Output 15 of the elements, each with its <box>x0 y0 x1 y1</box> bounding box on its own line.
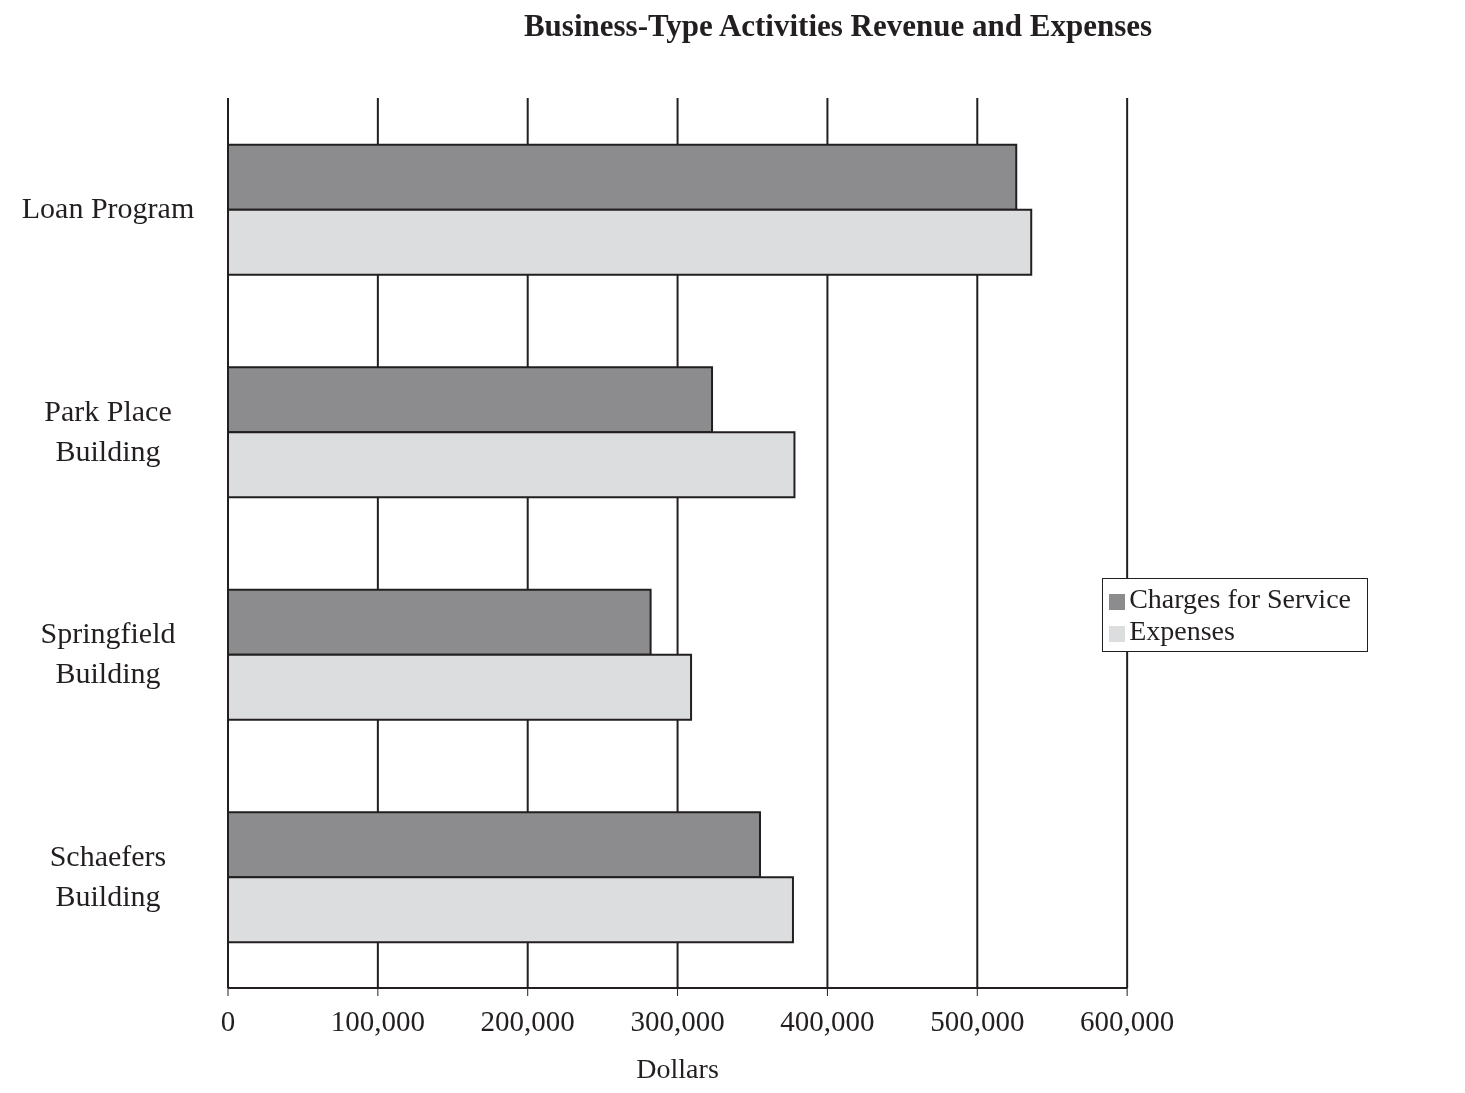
chart-title: Business-Type Activities Revenue and Expenses <box>522 8 1154 45</box>
y-tick-label: Schaefers Building <box>49 838 167 912</box>
x-tick-label: 200,000 <box>480 1004 575 1037</box>
y-tick-label: Loan Program <box>21 191 195 225</box>
x-tick-label: 300,000 <box>630 1004 725 1037</box>
y-tick-label: Park Place Building <box>44 393 172 467</box>
y-tick-label: Springfield Building <box>40 616 176 690</box>
x-tick-label: 100,000 <box>330 1004 425 1037</box>
x-tick-label: 500,000 <box>930 1004 1025 1037</box>
x-axis-title: Dollars <box>636 1053 719 1084</box>
legend-label: Charges for Service <box>1129 583 1351 614</box>
x-tick-label: 600,000 <box>1080 1004 1175 1037</box>
x-tick-label: 400,000 <box>780 1004 875 1037</box>
x-tick-label: 0 <box>220 1004 236 1037</box>
legend-label: Expenses <box>1129 615 1235 646</box>
